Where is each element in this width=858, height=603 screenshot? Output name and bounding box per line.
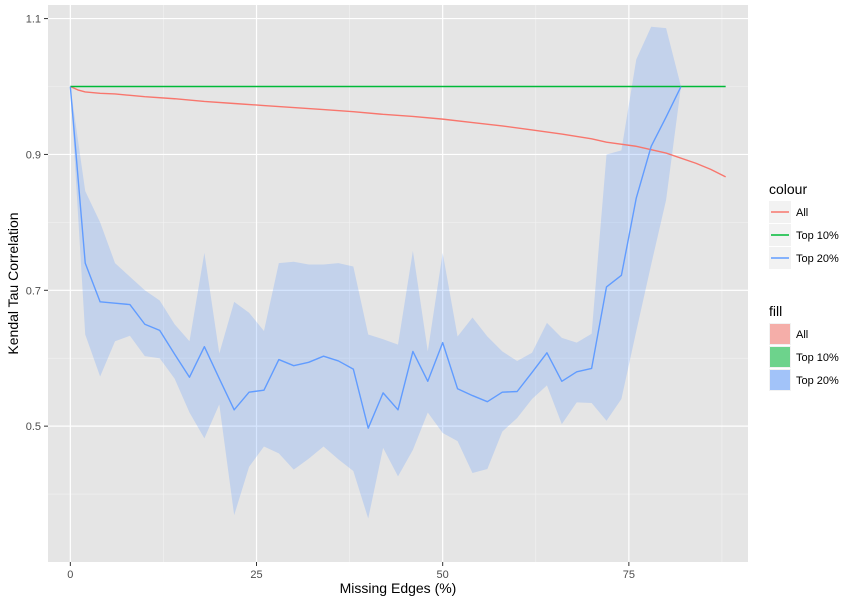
legend-label: Top 10% xyxy=(796,230,839,242)
legend-label: Top 20% xyxy=(796,253,839,265)
series-line-all xyxy=(70,85,726,178)
legend-entry-fill-top-10-: Top 10% xyxy=(769,346,839,368)
x-tick-label: 75 xyxy=(623,569,635,581)
x-tick-label: 50 xyxy=(437,569,449,581)
y-tick-label: 0.7 xyxy=(26,285,41,297)
legend-label: Top 10% xyxy=(796,352,839,364)
x-tick-label: 25 xyxy=(250,569,262,581)
major-gridlines xyxy=(48,5,748,562)
x-axis: 0 25 50 75 xyxy=(67,562,635,581)
legend-entry-fill-all: All xyxy=(769,323,808,345)
legend-label: All xyxy=(796,329,808,341)
y-tick-label: 1.1 xyxy=(26,14,41,26)
series-line-top-20- xyxy=(69,86,682,429)
ribbon-top-20- xyxy=(70,26,681,519)
legend-key-fill xyxy=(770,347,790,367)
x-tick-label: 0 xyxy=(67,569,73,581)
y-tick-label: 0.9 xyxy=(26,149,41,161)
legend-title-colour: colour xyxy=(769,181,807,197)
ribbons xyxy=(70,26,681,519)
legends: colour All Top 10% Top 20% fill All Top 10% Top… xyxy=(769,181,839,391)
legend-label: Top 20% xyxy=(796,375,839,387)
legend-title-fill: fill xyxy=(769,303,782,319)
legend-entry-colour-top-20-: Top 20% xyxy=(769,247,839,269)
y-axis: 0.5 0.7 0.9 1.1 xyxy=(26,14,48,433)
legend-entry-fill-top-20-: Top 20% xyxy=(769,369,839,391)
y-tick-label: 0.5 xyxy=(26,421,41,433)
legend-key-fill xyxy=(770,370,790,390)
legend-key-fill xyxy=(770,324,790,344)
series-lines xyxy=(69,85,726,429)
legend-entry-colour-all: All xyxy=(769,201,808,223)
legend-label: All xyxy=(796,207,808,219)
y-axis-title: Kendal Tau Correlation xyxy=(5,212,21,354)
x-axis-title: Missing Edges (%) xyxy=(340,580,457,596)
legend-entry-colour-top-10-: Top 10% xyxy=(769,224,839,246)
